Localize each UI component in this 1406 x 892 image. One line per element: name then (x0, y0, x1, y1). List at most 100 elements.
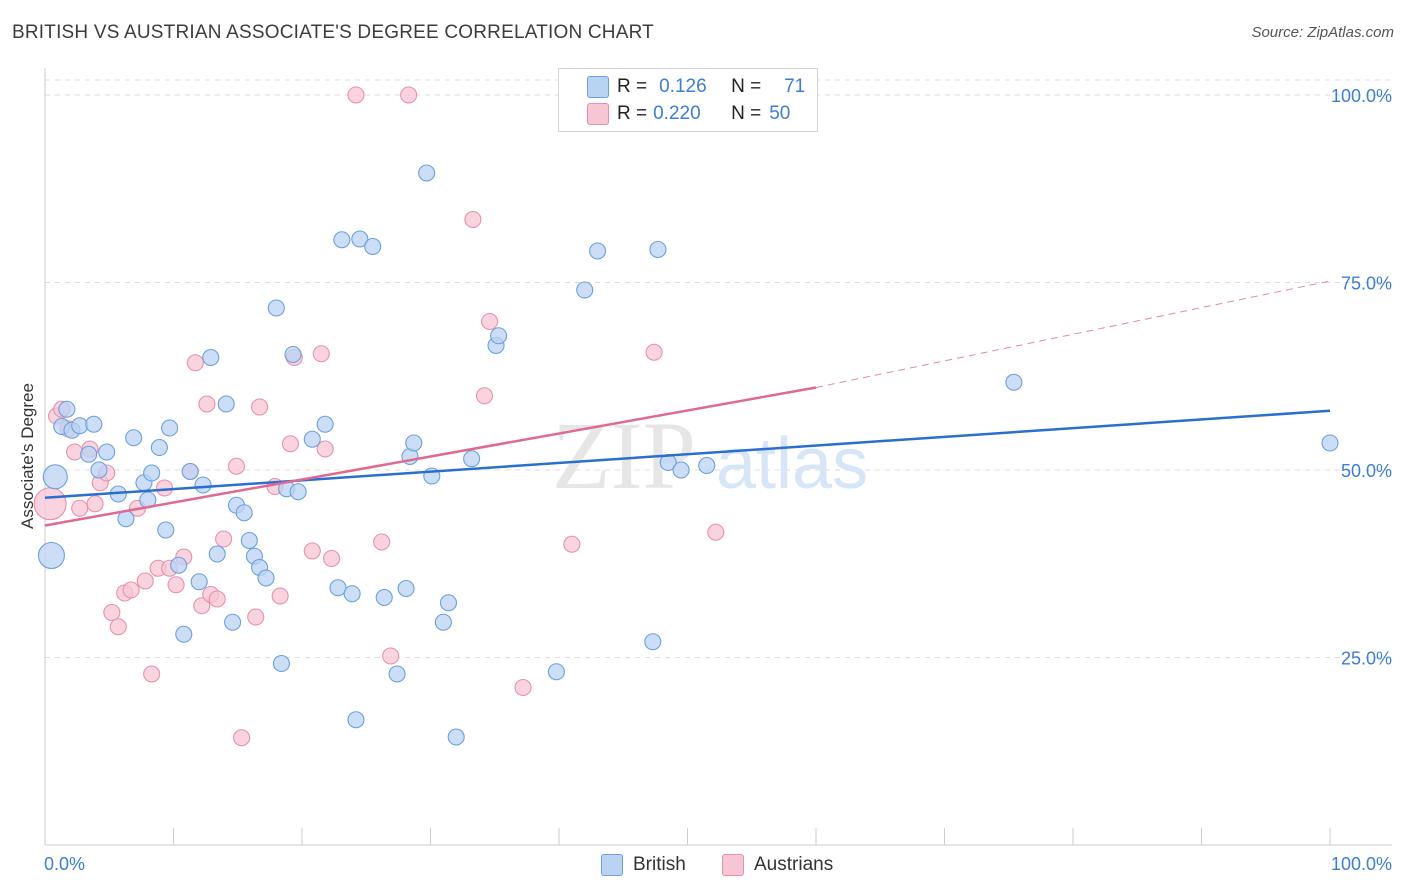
y-tick-label: 50.0% (1341, 461, 1392, 481)
austrian-point (233, 729, 251, 747)
british-point (347, 711, 365, 729)
series-austrians-points (33, 86, 725, 747)
british-n-value: 71 (784, 76, 806, 97)
british-r-label: R = (617, 76, 648, 97)
british-point (42, 464, 68, 490)
british-point (284, 345, 302, 364)
british-point (343, 585, 361, 603)
bottom-austrians-label: Austrians (754, 854, 834, 875)
british-point (71, 417, 89, 435)
british-point (80, 445, 98, 463)
austrian-point (86, 495, 104, 513)
austrian-point (707, 523, 725, 541)
axes (44, 68, 1392, 846)
stats-legend: R = 0.126 N = 71 R = 0.220 N = 50 (558, 68, 818, 132)
british-point (267, 299, 285, 317)
austrian-point (103, 603, 121, 622)
trend-lines (44, 280, 1331, 527)
austrian-point (514, 678, 532, 697)
british-swatch (587, 76, 609, 98)
british-point (649, 240, 667, 259)
watermark-atlas: atlas (716, 424, 868, 504)
watermark: ZIP atlas (552, 402, 868, 509)
austrian-point (208, 590, 226, 608)
british-point (224, 613, 242, 631)
source-credit: Source: ZipAtlas.com (1251, 24, 1394, 41)
british-point (490, 327, 508, 345)
bottom-british-swatch (601, 854, 623, 876)
austrian-point (136, 572, 154, 590)
bottom-austrians-swatch (722, 854, 744, 876)
british-point (202, 348, 220, 367)
british-point (181, 462, 199, 481)
austrians-n-label: N = (731, 103, 762, 124)
series-british-points (37, 164, 1339, 746)
austrian-point (373, 533, 391, 551)
british-point (217, 395, 235, 413)
british-r-value: 0.126 (659, 76, 707, 97)
austrians-r-label: R = (617, 103, 648, 124)
austrian-point (347, 86, 365, 104)
british-point (672, 461, 690, 479)
austrian-point (247, 608, 265, 626)
british-point (1005, 373, 1023, 391)
british-point (434, 613, 452, 631)
austrian-point (382, 647, 400, 665)
austrians-r-value: 0.220 (653, 103, 701, 124)
british-point (316, 415, 334, 433)
british-point (303, 430, 321, 448)
austrian-point (563, 535, 581, 553)
austrian-point (323, 549, 341, 568)
austrian-point (303, 542, 321, 560)
austrian-point (143, 665, 161, 683)
austrian-point (66, 443, 84, 461)
y-tick-label: 75.0% (1341, 274, 1392, 294)
austrian-point (155, 479, 174, 497)
austrian-point (193, 597, 211, 615)
british-point (405, 434, 423, 452)
legend-row-british: R = 0.126 N = 71 (587, 75, 805, 99)
british-point (388, 665, 406, 683)
british-point (194, 476, 212, 494)
british-point (150, 438, 168, 457)
british-point (37, 541, 65, 570)
austrian-point (227, 457, 246, 475)
austrian-point (71, 499, 89, 517)
british-point (161, 419, 179, 437)
austrian-point (312, 345, 330, 363)
british-point (351, 230, 369, 248)
british-n-label: N = (731, 76, 762, 97)
british-point (576, 281, 594, 299)
austrian-point (475, 387, 494, 405)
austrian-point (33, 487, 67, 521)
austrian-point (281, 435, 299, 453)
british-point (644, 633, 662, 651)
british-point (190, 573, 208, 591)
gridlines (45, 79, 1392, 658)
y-tick-label: 100.0% (1331, 86, 1392, 106)
british-point (463, 450, 481, 468)
y-axis-title: Associate's Degree (18, 383, 37, 529)
british-point (375, 588, 393, 607)
british-point (1321, 434, 1339, 452)
british-point (329, 579, 347, 597)
british-point (289, 483, 307, 501)
austrian-point (464, 210, 482, 229)
british-point (175, 625, 193, 643)
austrian-point (481, 312, 499, 331)
austrians-swatch (587, 103, 609, 125)
british-point (257, 569, 275, 587)
british-point (235, 504, 253, 522)
bottom-legend-british: British (601, 852, 686, 878)
chart-title: BRITISH VS AUSTRIAN ASSOCIATE'S DEGREE C… (12, 22, 654, 43)
british-point (90, 461, 108, 479)
austrian-point (186, 354, 204, 372)
austrian-point (251, 398, 269, 416)
legend-row-austrians: R = 0.220 N = 50 (587, 102, 799, 126)
x-tick-label-max: 100.0% (1331, 854, 1392, 874)
x-tick-label-min: 0.0% (44, 854, 85, 874)
austrians-trend-line (44, 386, 817, 527)
bottom-british-label: British (633, 854, 686, 875)
british-point (125, 429, 143, 447)
